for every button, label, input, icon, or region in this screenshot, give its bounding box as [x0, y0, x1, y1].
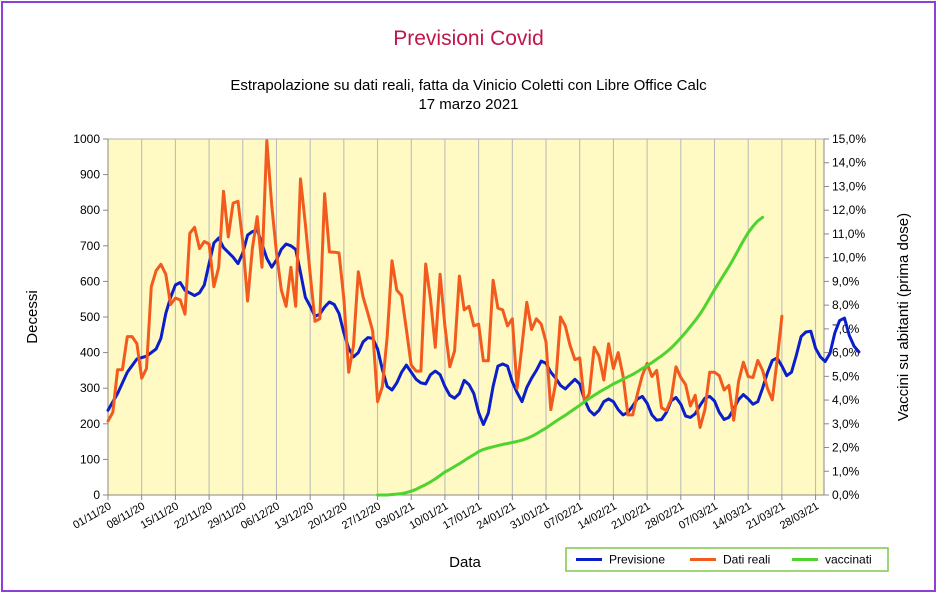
y2-tick-label: 6,0% [832, 346, 860, 360]
y2-tick-label: 12,0% [832, 203, 866, 217]
chart-subtitle: Estrapolazione su dati reali, fatta da V… [230, 77, 707, 94]
y-tick-label: 700 [80, 239, 100, 253]
y2-tick-label: 10,0% [832, 251, 866, 265]
y2-tick-label: 8,0% [832, 298, 860, 312]
x-axis-label: Data [449, 554, 481, 571]
y-tick-label: 300 [80, 381, 100, 395]
y-tick-label: 0 [93, 488, 100, 502]
x-tick-label: 28/03/21 [778, 500, 821, 532]
legend-label-vaccinati: vaccinati [825, 553, 872, 567]
y-tick-label: 400 [80, 346, 100, 360]
y2-tick-label: 13,0% [832, 179, 866, 193]
y-tick-label: 200 [80, 417, 100, 431]
y2-tick-label: 11,0% [832, 227, 865, 241]
y2-axis-label: Vaccini su abitanti (prima dose) [895, 213, 912, 421]
y2-tick-label: 5,0% [832, 369, 860, 383]
plot-area [107, 138, 825, 496]
y2-tick-label: 0,0% [832, 488, 860, 502]
y-tick-label: 800 [80, 203, 100, 217]
y-axis-label: Decessi [24, 290, 41, 343]
y2-tick-label: 9,0% [832, 274, 860, 288]
legend-label-previsione: Previsione [609, 553, 665, 567]
y2-tick-label: 1,0% [832, 464, 860, 478]
y-tick-label: 500 [80, 310, 100, 324]
y2-tick-label: 2,0% [832, 441, 860, 455]
legend-label-dati-reali: Dati reali [723, 553, 770, 567]
chart-title: Previsioni Covid [393, 27, 544, 50]
legend-box [565, 547, 889, 572]
y-tick-label: 600 [80, 274, 100, 288]
chart-date: 17 marzo 2021 [418, 96, 519, 113]
y2-tick-label: 14,0% [832, 156, 866, 170]
y2-tick-label: 3,0% [832, 417, 860, 431]
y-tick-label: 100 [80, 452, 100, 466]
series-line-vaccinati [376, 215, 765, 497]
y2-tick-label: 15,0% [832, 132, 866, 146]
y-tick-label: 900 [80, 168, 100, 182]
y-tick-label: 1000 [73, 132, 100, 146]
y2-tick-label: 4,0% [832, 393, 860, 407]
series-line-dati-reali [106, 139, 784, 429]
